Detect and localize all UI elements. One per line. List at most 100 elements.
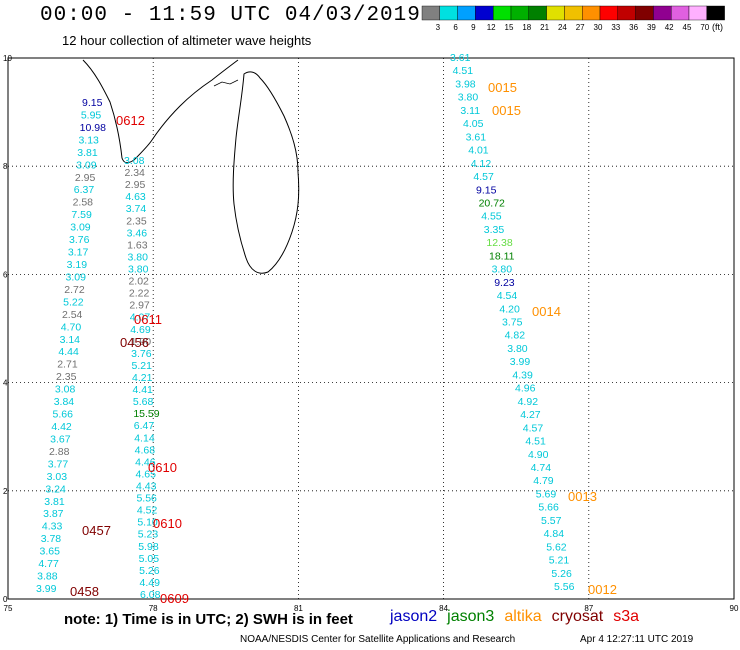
footer-credit: NOAA/NESDIS Center for Satellite Applica… [240, 634, 516, 645]
wave-height-value: 4.12 [471, 158, 492, 170]
legend-labels: 3 6 9 12 15 18 21 24 27 30 33 36 39 42 45 70 [436, 23, 710, 32]
pass-time-label: 0611 [134, 312, 162, 327]
wave-height-value: 3.84 [54, 396, 75, 408]
x-tick-label: 81 [294, 604, 303, 613]
legend-swatch [510, 5, 529, 21]
legend-swatch [706, 5, 725, 21]
wave-height-value: 5.56 [136, 493, 157, 505]
wave-height-value: 4.51 [525, 436, 546, 448]
wave-height-value: 4.54 [497, 290, 518, 302]
wave-height-value: 4.21 [132, 372, 153, 384]
legend-swatch [564, 5, 583, 21]
wave-height-value: 3.67 [50, 433, 71, 445]
wave-height-value: 4.01 [468, 145, 489, 157]
legend-color-bar [421, 5, 725, 21]
x-tick-label: 87 [584, 604, 593, 613]
wave-height-value: 4.33 [42, 521, 63, 533]
wave-height-value: 5.23 [138, 529, 159, 541]
sat-jason2: jason2 [390, 608, 438, 625]
wave-height-value: 4.79 [533, 475, 554, 487]
legend-label: 24 [558, 23, 567, 32]
wave-height-value: 9.15 [82, 97, 103, 109]
wave-height-value: 5.66 [53, 409, 74, 421]
wave-height-value: 2.72 [64, 284, 85, 296]
wave-height-value: 5.95 [81, 109, 102, 121]
map-frame [7, 57, 735, 600]
y-tick-label: 0 [3, 595, 8, 604]
wave-height-value: 3.09 [70, 222, 91, 234]
sat-s3a: s3a [613, 608, 640, 625]
legend-label: 42 [665, 23, 674, 32]
legend-label: 30 [594, 23, 603, 32]
wave-height-value: 3.80 [128, 264, 149, 276]
wave-height-value: 3.08 [124, 155, 145, 167]
legend-label: 21 [540, 23, 549, 32]
legend-swatch [671, 5, 690, 21]
pass-time-label: 0012 [588, 582, 617, 597]
wave-height-value: 2.95 [125, 179, 146, 191]
sat-jason3: jason3 [447, 608, 495, 625]
wave-height-value: 4.42 [51, 421, 72, 433]
wave-height-value: 4.57 [473, 171, 494, 183]
wave-height-value: 1.90 [131, 336, 152, 348]
wave-height-value: 3.11 [460, 105, 480, 117]
legend-label: 70 [700, 23, 709, 32]
wave-height-value: 3.35 [484, 224, 505, 236]
wave-height-value: 3.80 [507, 343, 528, 355]
wave-height-value: 3.19 [67, 259, 88, 271]
wave-height-value: 3.08 [55, 384, 76, 396]
legend-swatch [653, 5, 672, 21]
x-tick-label: 78 [149, 604, 158, 613]
y-tick-label: 4 [3, 379, 8, 388]
legend-swatch [546, 5, 565, 21]
wave-height-value: 3.80 [128, 251, 149, 263]
wave-height-value: 4.46 [135, 456, 156, 468]
wave-height-value: 4.70 [61, 321, 82, 333]
wave-height-value: 7.59 [71, 209, 92, 221]
wave-height-value: 1.63 [127, 239, 148, 251]
wave-height-value: 3.17 [68, 247, 89, 259]
legend-swatch [635, 5, 654, 21]
legend-label: 18 [522, 23, 531, 32]
wave-height-value: 3.24 [45, 483, 66, 495]
y-tick-label: 2 [3, 487, 8, 496]
wave-height-value: 6.47 [134, 420, 155, 432]
wave-height-value: 5.98 [138, 541, 159, 553]
wave-height-value: 15.59 [133, 408, 159, 420]
wave-height-value: 2.02 [128, 276, 149, 288]
pass-time-label: 0457 [82, 523, 111, 538]
wave-height-value: 4.43 [136, 481, 157, 493]
legend-label: 6 [453, 23, 458, 32]
sri-lanka-coastline [232, 71, 300, 274]
wave-height-value: 4.20 [499, 303, 520, 315]
legend-swatch [493, 5, 512, 21]
legend-label: 39 [647, 23, 656, 32]
legend-swatch [475, 5, 494, 21]
wave-height-value: 2.95 [75, 172, 96, 184]
wave-height-value: 2.97 [129, 300, 150, 312]
wave-height-value: 5.10 [137, 517, 158, 529]
wave-height-value: 3.75 [502, 317, 523, 329]
y-tick-label: 8 [3, 162, 8, 171]
wave-height-value: 20.72 [479, 197, 505, 209]
x-tick-label: 84 [439, 604, 448, 613]
legend-swatch [582, 5, 601, 21]
wave-height-value: 5.05 [139, 553, 160, 565]
wave-height-value: 5.69 [536, 488, 557, 500]
sat-cryosat: cryosat [551, 608, 604, 625]
pass-time-label: 0612 [116, 113, 145, 128]
pass-time-labels: 0612 0611 0456 0610 0610 0457 0458 0609 0015 0015… [70, 80, 617, 606]
legend-swatch [457, 5, 476, 21]
legend-label: 3 [436, 23, 441, 32]
wave-height-value: 9.15 [476, 184, 497, 196]
legend-label: 9 [471, 23, 476, 32]
wave-height-value: 3.77 [48, 458, 69, 470]
legend-label: 45 [683, 23, 692, 32]
wave-height-value: 4.68 [135, 444, 156, 456]
wave-height-value: 2.71 [57, 359, 78, 371]
wave-height-value: 4.39 [512, 369, 533, 381]
map-grid [8, 58, 734, 599]
wave-height-value: 5.21 [549, 555, 570, 567]
wave-height-value: 4.74 [531, 462, 552, 474]
wave-height-value: 5.57 [541, 515, 562, 527]
